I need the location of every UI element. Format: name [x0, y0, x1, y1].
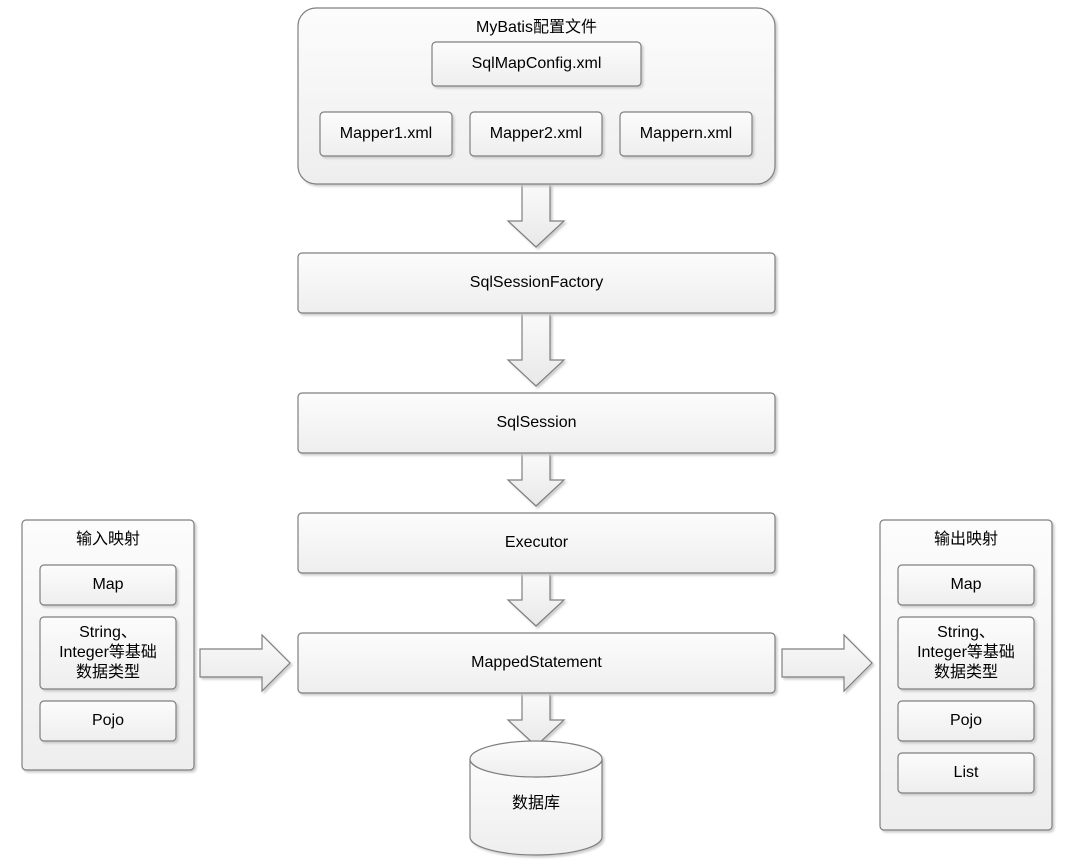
- mapper-label-0: Mapper1.xml: [340, 125, 432, 142]
- mapper-box-0: Mapper1.xml: [320, 112, 452, 156]
- mapper-box-1: Mapper2.xml: [470, 112, 602, 156]
- config-box: MyBatis配置文件: [298, 8, 775, 184]
- sqlmap-config-label: SqlMapConfig.xml: [472, 55, 602, 72]
- mapped_statement-box: MappedStatement: [298, 633, 775, 693]
- output-panel-item-2-label: Pojo: [950, 712, 982, 729]
- output-panel-item-0-label: Map: [950, 576, 981, 593]
- mapper-label-2: Mappern.xml: [640, 125, 732, 142]
- database: 数据库: [470, 741, 602, 855]
- output-panel-item-3-label: List: [954, 764, 979, 781]
- executor-label: Executor: [505, 534, 569, 551]
- down-arrow-4: [508, 693, 564, 746]
- mapper-label-1: Mapper2.xml: [490, 125, 582, 142]
- input-panel-item-1: String、Integer等基础数据类型: [40, 617, 176, 689]
- session_factory-label: SqlSessionFactory: [470, 274, 603, 291]
- sqlmap-config-box: SqlMapConfig.xml: [432, 42, 641, 86]
- down-arrow-2: [508, 453, 564, 506]
- sql_session-label: SqlSession: [496, 414, 576, 431]
- input-panel-item-0: Map: [40, 565, 176, 605]
- output-panel-item-2: Pojo: [898, 701, 1034, 741]
- output-panel-title: 输出映射: [934, 530, 998, 548]
- down-arrow-1: [508, 313, 564, 386]
- executor-box: Executor: [298, 513, 775, 573]
- input-panel-item-2: Pojo: [40, 701, 176, 741]
- output-panel-item-1: String、Integer等基础数据类型: [898, 617, 1034, 689]
- down-arrow-0: [508, 184, 564, 247]
- output-panel-item-0: Map: [898, 565, 1034, 605]
- mapped_to_output-arrow: [782, 635, 872, 691]
- mapped_statement-label: MappedStatement: [471, 654, 602, 671]
- input-panel-item-0-label: Map: [92, 576, 123, 593]
- input-panel-item-2-label: Pojo: [92, 712, 124, 729]
- down-arrow-3: [508, 573, 564, 626]
- sql_session-box: SqlSession: [298, 393, 775, 453]
- database-label: 数据库: [512, 794, 560, 812]
- input_to_mapped-arrow: [200, 635, 290, 691]
- output-panel-item-3: List: [898, 753, 1034, 793]
- input-panel-title: 输入映射: [76, 530, 140, 548]
- mapper-box-2: Mappern.xml: [620, 112, 752, 156]
- session_factory-box: SqlSessionFactory: [298, 253, 775, 313]
- config-box-title: MyBatis配置文件: [476, 18, 597, 36]
